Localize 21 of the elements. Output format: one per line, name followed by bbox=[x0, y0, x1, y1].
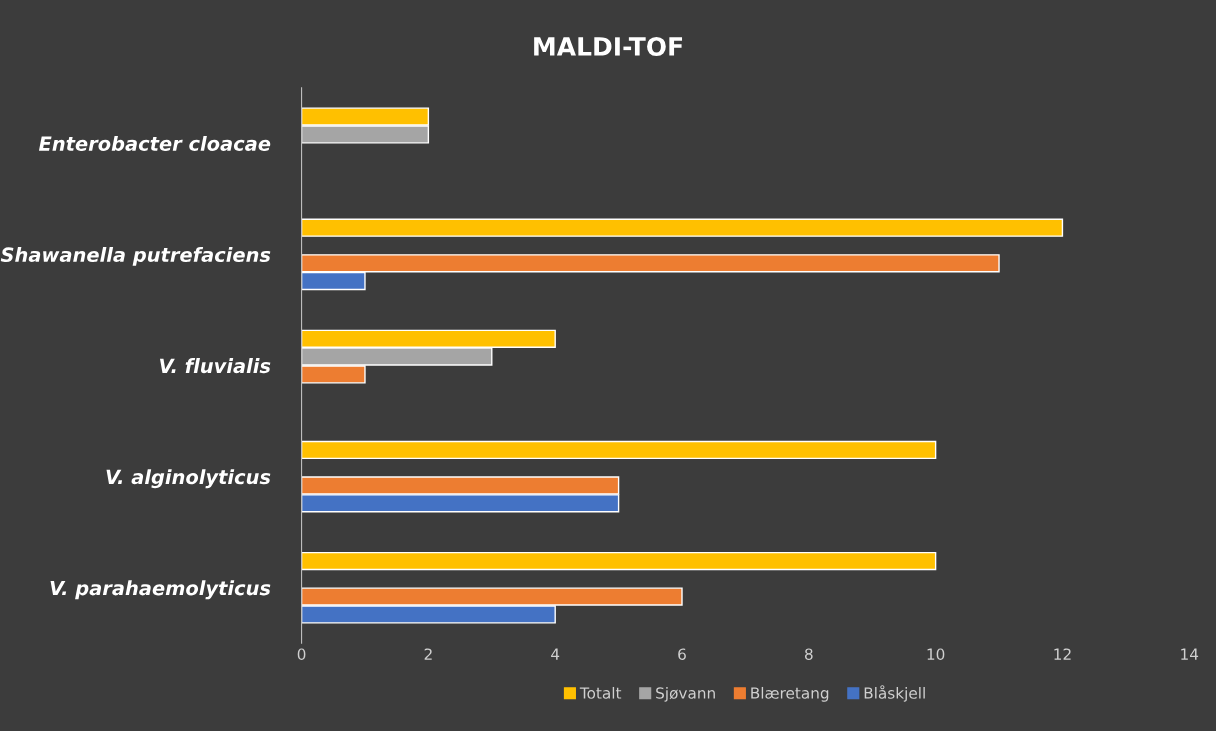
x-tick-label: 0 bbox=[297, 648, 306, 660]
y-tick-label: V. parahaemolyticus bbox=[50, 580, 271, 600]
x-tick-label: 8 bbox=[804, 648, 813, 660]
legend-label: Totalt bbox=[579, 686, 622, 699]
x-tick-label: 6 bbox=[678, 648, 686, 660]
x-tick-label: 14 bbox=[1181, 648, 1199, 660]
x-tick-label: 10 bbox=[927, 648, 945, 660]
bar bbox=[301, 218, 1064, 237]
legend-label: Blåskjell bbox=[864, 685, 925, 702]
y-tick-label: V. fluvialis bbox=[160, 358, 271, 374]
y-tick-label: V. alginolyticus bbox=[106, 469, 271, 489]
legend-label: Sjøvann bbox=[656, 686, 715, 702]
chart-title: MALDI-TOF bbox=[534, 36, 683, 56]
y-tick-label: Enterobacter cloacae bbox=[38, 135, 271, 151]
legend-label: Blæretang bbox=[751, 686, 829, 702]
x-tick-label: 2 bbox=[424, 648, 432, 660]
x-tick-label: 4 bbox=[551, 648, 560, 660]
x-tick-label: 12 bbox=[1054, 648, 1071, 660]
bar bbox=[301, 551, 937, 571]
y-tick-label: Shawanella putrefaciens bbox=[0, 247, 271, 266]
bar bbox=[301, 440, 937, 460]
